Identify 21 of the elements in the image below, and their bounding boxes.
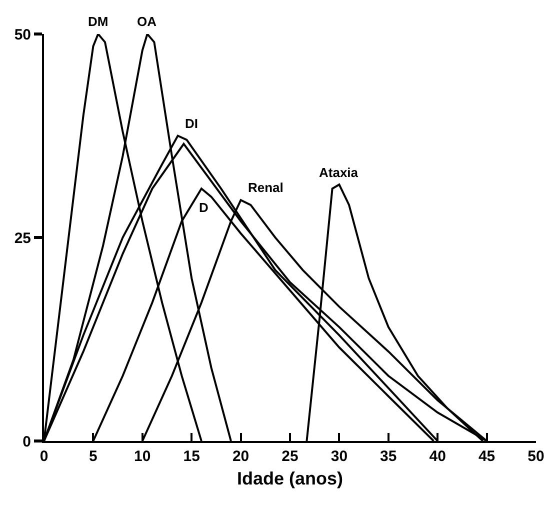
x-tick-label: 10	[134, 448, 151, 465]
x-tick-label: 30	[330, 448, 348, 465]
x-tick-label: 0	[40, 448, 48, 465]
series-label: DI	[185, 116, 198, 131]
series-label: Renal	[248, 180, 284, 195]
x-tick-label: 50	[528, 448, 544, 465]
x-tick-label: 25	[282, 448, 298, 465]
x-tick-label: 20	[232, 448, 250, 465]
series-label: D	[199, 200, 208, 215]
x-tick-label: 40	[429, 448, 446, 465]
y-tick-label: 50	[14, 26, 31, 44]
y-tick-label: 25	[14, 230, 31, 247]
x-tick-label: 15	[183, 448, 200, 465]
x-tick-label: 5	[89, 448, 98, 465]
series-label: Ataxia	[319, 165, 359, 180]
x-tick-label: 45	[478, 448, 496, 465]
x-axis-title: Idade (anos)	[236, 468, 344, 489]
y-tick-label: 0	[22, 433, 31, 450]
series-label: OA	[137, 14, 158, 29]
x-tick-label: 35	[380, 448, 397, 465]
series-label: DM	[88, 14, 108, 29]
